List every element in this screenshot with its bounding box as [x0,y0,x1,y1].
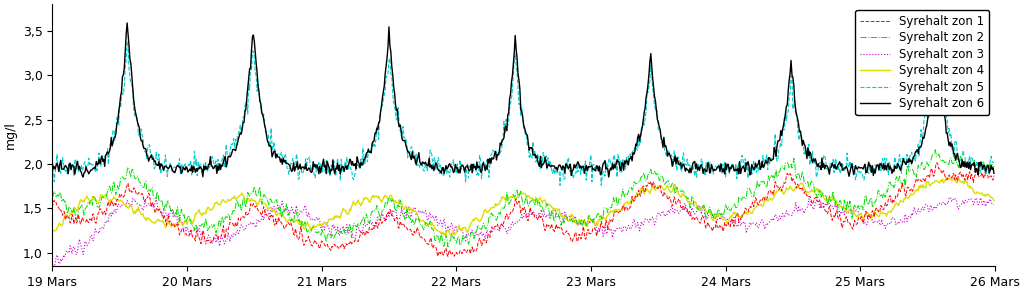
Syrehalt zon 4 [46,229,58,233]
Syrehalt zon 5 [554,184,566,187]
Syrehalt zon 6 [988,171,1000,175]
Syrehalt zon 3 [473,233,485,237]
Syrehalt zon 6 [970,167,982,170]
Syrehalt zon 5 [125,82,137,85]
Syrehalt zon 3 [124,203,136,207]
Syrehalt zon 3 [373,217,385,221]
Syrehalt zon 3 [46,264,58,268]
Syrehalt zon 4 [444,234,457,237]
Syrehalt zon 6 [547,164,559,168]
Syrehalt zon 5 [988,161,1000,165]
Syrehalt zon 1 [46,205,58,209]
Syrehalt zon 3 [969,196,981,200]
Syrehalt zon 1 [546,222,558,226]
Syrehalt zon 2 [473,228,485,231]
Syrehalt zon 2 [46,196,58,199]
Syrehalt zon 1 [124,190,136,194]
Syrehalt zon 2 [373,211,385,214]
Syrehalt zon 6 [77,175,89,179]
Line: Syrehalt zon 4: Syrehalt zon 4 [52,177,994,236]
Line: Syrehalt zon 6: Syrehalt zon 6 [52,23,994,177]
Syrehalt zon 2 [988,163,1000,166]
Syrehalt zon 1 [970,170,982,174]
Syrehalt zon 5 [970,163,982,167]
Syrehalt zon 6 [121,21,133,25]
Syrehalt zon 1 [473,237,485,240]
Syrehalt zon 4 [373,194,385,198]
Syrehalt zon 4 [970,192,982,195]
Line: Syrehalt zon 5: Syrehalt zon 5 [52,41,994,185]
Syrehalt zon 1 [931,161,943,164]
Legend: Syrehalt zon 1, Syrehalt zon 2, Syrehalt zon 3, Syrehalt zon 4, Syrehalt zon 5, : Syrehalt zon 1, Syrehalt zon 2, Syrehalt… [855,10,989,115]
Syrehalt zon 3 [944,195,956,199]
Syrehalt zon 4 [546,205,558,209]
Syrehalt zon 6 [375,110,387,114]
Syrehalt zon 2 [929,148,941,151]
Syrehalt zon 2 [967,164,979,168]
Syrehalt zon 2 [546,209,558,213]
Y-axis label: mg/l: mg/l [4,121,17,149]
Syrehalt zon 3 [988,203,1000,206]
Syrehalt zon 4 [947,176,959,179]
Syrehalt zon 5 [46,166,58,169]
Syrehalt zon 1 [988,174,1000,177]
Syrehalt zon 3 [545,213,557,217]
Syrehalt zon 1 [373,223,385,227]
Syrehalt zon 5 [374,113,386,116]
Syrehalt zon 2 [441,245,454,248]
Syrehalt zon 1 [441,255,454,258]
Syrehalt zon 5 [546,169,558,173]
Syrehalt zon 6 [46,161,58,164]
Syrehalt zon 5 [121,40,133,43]
Syrehalt zon 6 [474,170,486,174]
Syrehalt zon 1 [967,175,979,178]
Line: Syrehalt zon 2: Syrehalt zon 2 [52,150,994,247]
Syrehalt zon 6 [126,74,138,77]
Syrehalt zon 4 [473,219,485,223]
Syrehalt zon 5 [473,154,485,157]
Syrehalt zon 2 [124,172,136,175]
Syrehalt zon 3 [966,198,978,201]
Syrehalt zon 4 [124,203,136,206]
Syrehalt zon 5 [967,157,979,161]
Line: Syrehalt zon 1: Syrehalt zon 1 [52,163,994,256]
Syrehalt zon 6 [967,162,979,166]
Syrehalt zon 4 [967,187,979,190]
Line: Syrehalt zon 3: Syrehalt zon 3 [52,197,994,266]
Syrehalt zon 4 [988,199,1000,202]
Syrehalt zon 2 [970,163,982,167]
